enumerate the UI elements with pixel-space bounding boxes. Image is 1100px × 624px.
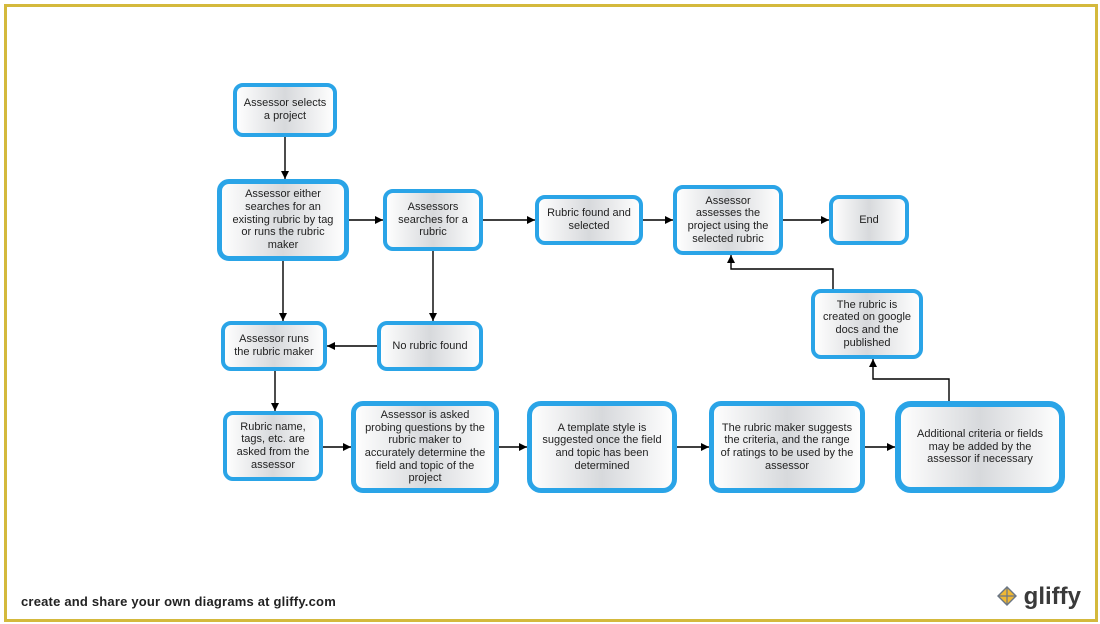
flow-node-n4: Rubric found and selected	[535, 195, 643, 245]
gliffy-logo-icon	[994, 584, 1020, 610]
flow-node-n10: Rubric name, tags, etc. are asked from t…	[223, 411, 323, 481]
flow-node-n14: Additional criteria or fields may be add…	[895, 401, 1065, 493]
flow-node-n6: End	[829, 195, 909, 245]
flow-node-n7: The rubric is created on google docs and…	[811, 289, 923, 359]
edges-layer	[7, 7, 1095, 619]
flow-node-n5: Assessor assesses the project using the …	[673, 185, 783, 255]
flow-node-n12: A template style is suggested once the f…	[527, 401, 677, 493]
footer-text: create and share your own diagrams at gl…	[21, 594, 336, 609]
flow-node-n9: No rubric found	[377, 321, 483, 371]
gliffy-logo: gliffy	[994, 583, 1081, 611]
flow-node-n8: Assessor runs the rubric maker	[221, 321, 327, 371]
flow-node-n2: Assessor either searches for an existing…	[217, 179, 349, 261]
gliffy-logo-text: gliffy	[1024, 583, 1081, 611]
flow-node-n11: Assessor is asked probing questions by t…	[351, 401, 499, 493]
page-frame: Assessor selects a project Assessor eithe…	[4, 4, 1098, 622]
edge-n7-n5	[731, 255, 833, 289]
edge-n14-n7	[873, 359, 949, 401]
flow-node-n1: Assessor selects a project	[233, 83, 337, 137]
flow-node-n13: The rubric maker suggests the criteria, …	[709, 401, 865, 493]
diagram-canvas: Assessor selects a project Assessor eithe…	[7, 7, 1095, 619]
flow-node-n3: Assessors searches for a rubric	[383, 189, 483, 251]
